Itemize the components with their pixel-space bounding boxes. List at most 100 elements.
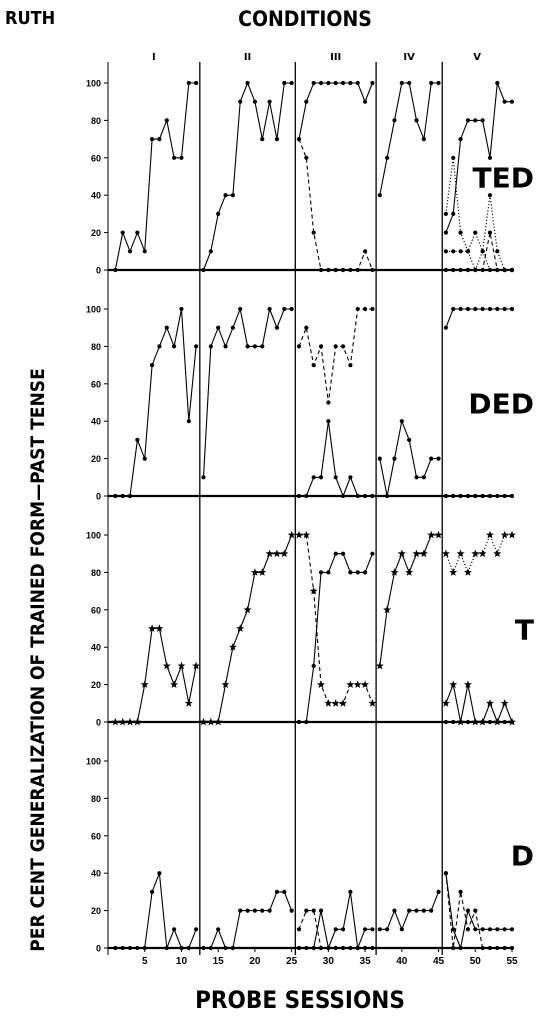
- data-point-star: [368, 699, 377, 707]
- data-point: [245, 344, 250, 349]
- data-point-star: [486, 530, 494, 539]
- data-point: [348, 570, 353, 575]
- data-point-star: [126, 717, 134, 726]
- data-point: [282, 80, 287, 86]
- data-point: [326, 570, 331, 575]
- data-point: [355, 80, 360, 86]
- data-point-star: [295, 530, 303, 539]
- data-point: [480, 249, 485, 254]
- data-point-star: [412, 549, 421, 558]
- series-line: [203, 534, 293, 723]
- data-point: [421, 137, 426, 142]
- data-point: [311, 945, 316, 951]
- data-point: [157, 137, 162, 142]
- data-point-star: [228, 643, 237, 651]
- data-point: [296, 493, 302, 499]
- y-tick-label: 80: [91, 342, 101, 352]
- data-point: [172, 344, 177, 349]
- y-tick-label: 40: [91, 417, 101, 427]
- condition-label: IV: [403, 52, 415, 63]
- data-point: [443, 719, 448, 725]
- series-line: [445, 308, 512, 328]
- data-point: [458, 889, 463, 895]
- data-point: [274, 325, 280, 330]
- data-point-star: [361, 680, 370, 688]
- y-tick-label: 60: [91, 153, 101, 163]
- data-point: [509, 927, 515, 932]
- x-tick-label: 5: [142, 956, 148, 967]
- data-point: [296, 344, 302, 349]
- data-point-star: [206, 717, 215, 726]
- data-point: [260, 137, 265, 142]
- data-point: [348, 475, 353, 480]
- data-point: [135, 230, 140, 235]
- data-point-star: [427, 530, 436, 539]
- data-point: [348, 945, 353, 951]
- data-point-star: [486, 699, 494, 707]
- data-point: [113, 493, 118, 499]
- data-point: [421, 908, 426, 913]
- data-point-star: [375, 661, 384, 670]
- data-point: [113, 945, 118, 951]
- data-point: [502, 99, 507, 104]
- data-point: [340, 344, 346, 349]
- data-point: [149, 889, 155, 895]
- data-point: [296, 137, 302, 142]
- data-point: [216, 927, 221, 932]
- data-point: [362, 249, 368, 254]
- data-point: [377, 456, 382, 461]
- data-point: [370, 493, 375, 499]
- x-tick-label: 20: [249, 956, 261, 967]
- data-point: [326, 419, 331, 424]
- y-tick-label: 80: [91, 116, 101, 126]
- data-point: [502, 267, 507, 273]
- data-point: [473, 493, 478, 499]
- data-point-star: [250, 568, 259, 576]
- data-point: [304, 155, 309, 160]
- data-point: [451, 306, 456, 312]
- data-point: [201, 945, 206, 951]
- x-tick-label: 40: [396, 956, 408, 967]
- data-point-star: [118, 717, 127, 726]
- data-point: [318, 267, 324, 273]
- y-tick-label: 40: [91, 869, 101, 879]
- data-point: [164, 945, 169, 951]
- panel-ded: 0 20 40 60 80 100 DED: [86, 305, 534, 502]
- condition-label: II: [244, 52, 251, 63]
- data-point: [458, 137, 463, 142]
- data-point: [296, 945, 302, 951]
- data-point: [443, 211, 448, 216]
- x-tick-label: 50: [470, 956, 482, 967]
- data-point: [414, 118, 419, 123]
- data-point-star: [280, 549, 289, 558]
- series-line: [114, 82, 197, 271]
- data-point: [208, 945, 213, 951]
- data-point: [414, 475, 419, 480]
- data-point: [223, 193, 228, 198]
- data-point-star: [463, 568, 472, 576]
- series-line: [299, 553, 373, 723]
- subject-label: RUTH: [5, 8, 55, 29]
- data-point-star: [471, 549, 480, 558]
- series-line: [115, 308, 197, 497]
- data-point: [509, 99, 515, 104]
- data-point: [186, 419, 191, 424]
- data-point: [407, 80, 412, 86]
- data-point: [127, 249, 133, 254]
- data-point-star: [148, 624, 157, 632]
- data-point: [252, 908, 258, 913]
- data-point-star: [309, 586, 318, 595]
- data-point: [216, 211, 221, 216]
- series-line: [202, 307, 292, 478]
- data-point: [421, 475, 426, 480]
- data-point: [414, 908, 419, 913]
- series-line: [298, 82, 373, 140]
- data-point: [223, 344, 228, 349]
- data-point: [142, 456, 147, 461]
- data-point: [311, 908, 316, 913]
- y-tick-label: 0: [96, 944, 101, 954]
- panel-t: 0 20 40 60 80 100 T: [86, 531, 534, 728]
- data-point: [495, 80, 500, 86]
- data-point: [340, 945, 346, 951]
- data-point: [282, 889, 287, 895]
